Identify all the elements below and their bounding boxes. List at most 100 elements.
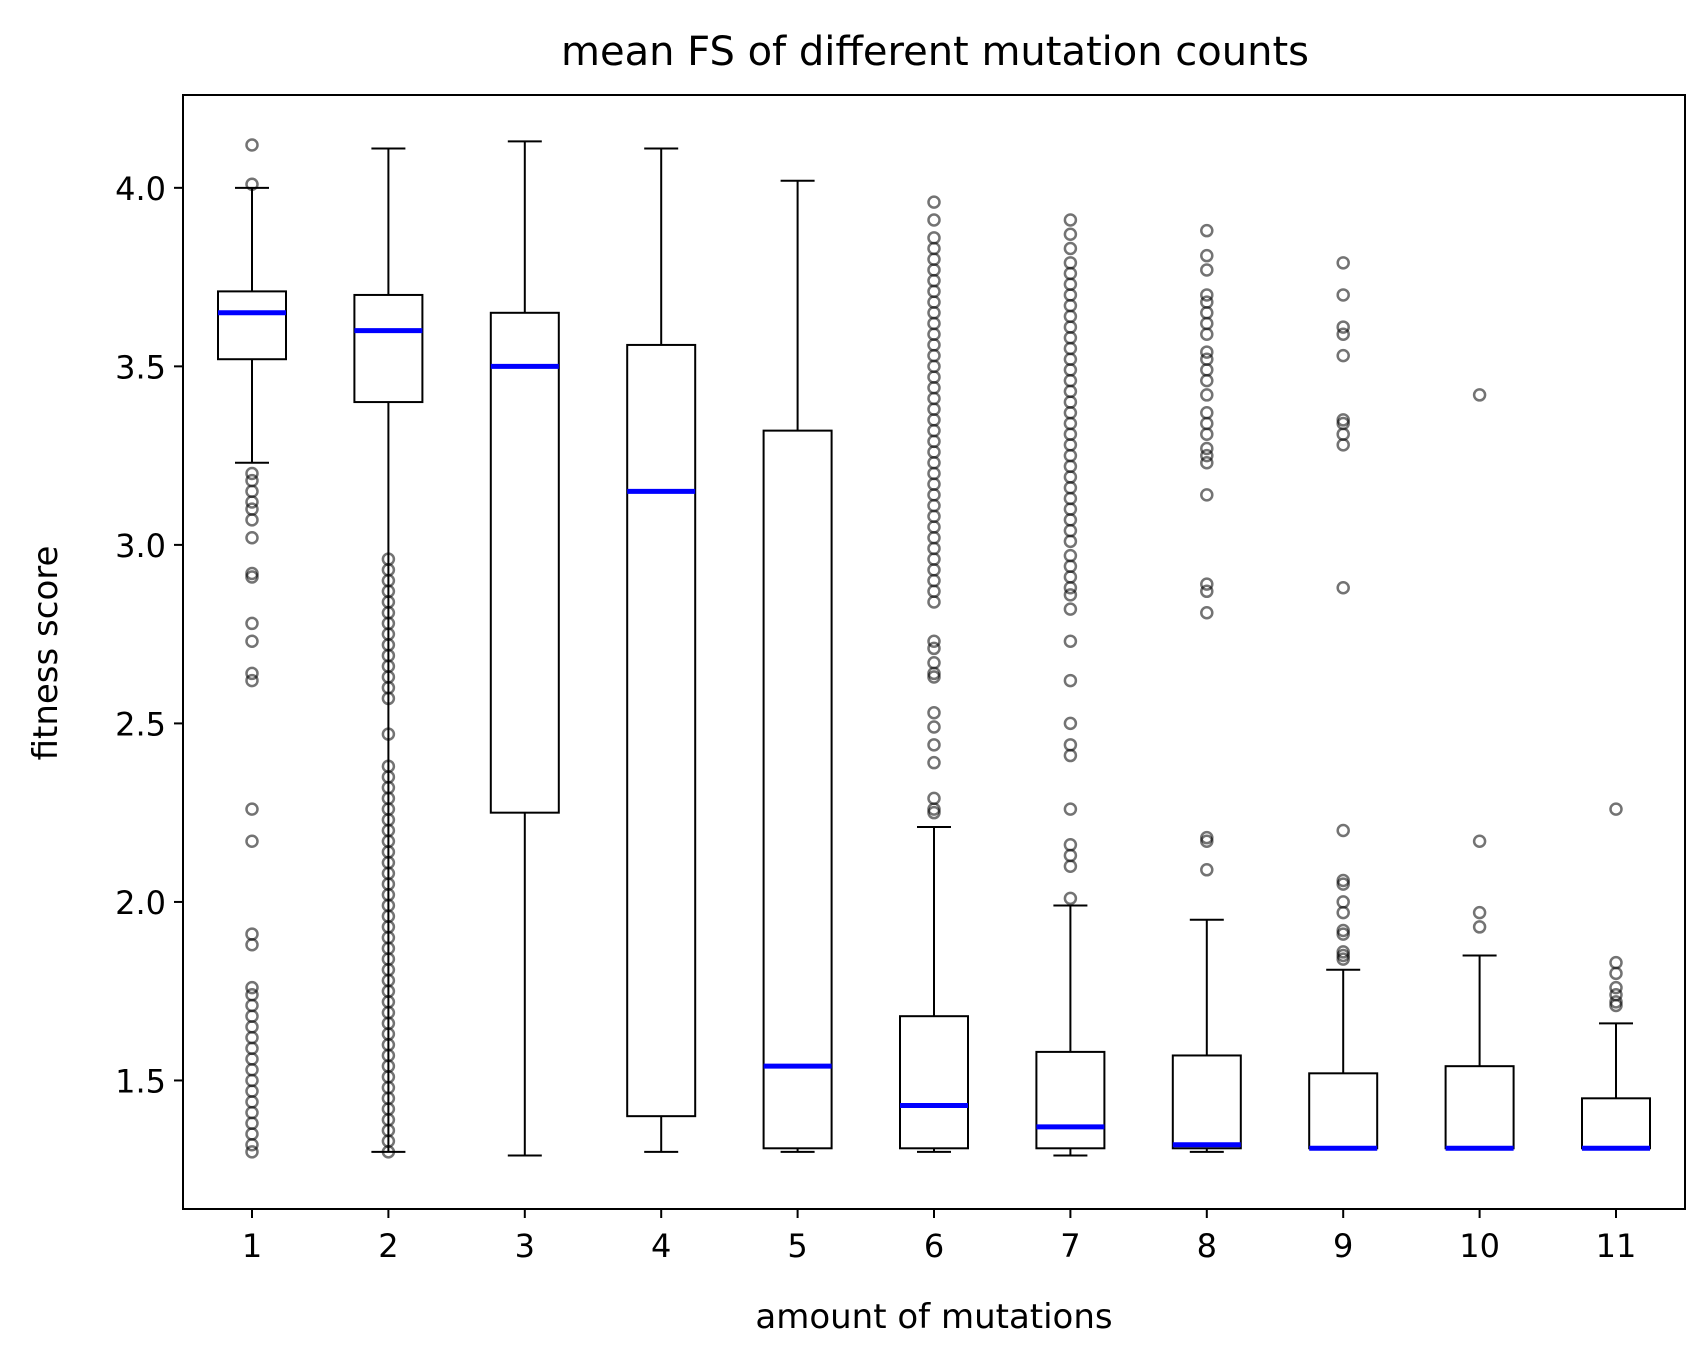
outlier-point <box>1336 438 1350 452</box>
y-tick-label: 2.5 <box>115 705 166 743</box>
outlier-point <box>381 727 396 741</box>
box-iqr <box>1035 1050 1106 1150</box>
outlier-point <box>1063 891 1078 906</box>
box-iqr <box>1581 1097 1651 1150</box>
outlier-point <box>1063 241 1078 256</box>
outlier-point <box>1063 588 1078 602</box>
outlier-point <box>927 641 941 656</box>
x-tick-label: 8 <box>1197 1227 1217 1265</box>
outlier-point <box>1063 580 1078 595</box>
outlier-point <box>1200 248 1214 263</box>
box-iqr <box>1171 1054 1242 1150</box>
outlier-point <box>927 755 941 770</box>
outlier-point <box>1063 602 1078 616</box>
outlier-point <box>245 138 259 152</box>
outlier-point <box>1200 441 1214 456</box>
box-iqr <box>762 429 833 1150</box>
outlier-point <box>1200 373 1214 388</box>
outlier-point <box>1609 802 1623 816</box>
outlier-point <box>1063 802 1078 816</box>
outlier-point <box>1336 320 1350 334</box>
outlier-point <box>1609 980 1623 995</box>
outlier-point <box>245 938 259 952</box>
outlier-point <box>1336 348 1350 363</box>
outlier-point <box>245 177 259 192</box>
outlier-point <box>1336 905 1350 920</box>
outlier-point <box>1336 327 1350 341</box>
outlier-point <box>1336 823 1350 838</box>
outlier-point <box>245 634 259 649</box>
outlier-point <box>1200 388 1214 402</box>
box-iqr <box>626 343 697 1118</box>
outlier-point <box>1200 577 1214 591</box>
y-tick-label: 2.0 <box>115 884 166 922</box>
x-tick-label: 10 <box>1459 1227 1500 1265</box>
outlier-point <box>1200 327 1214 341</box>
outlier-point <box>1200 834 1214 848</box>
outlier-point <box>1063 227 1078 241</box>
outlier-point <box>1200 863 1214 877</box>
outlier-point <box>927 720 941 734</box>
outlier-point <box>1063 716 1078 731</box>
y-tick-label: 4.0 <box>115 170 166 208</box>
outlier-point <box>245 1145 259 1159</box>
x-tick-label: 6 <box>924 1227 944 1265</box>
plot-area: 1.5 2.0 2.5 3.0 3.5 4.0 1 2 3 4 5 6 7 8 9 10 11 <box>115 138 1651 1265</box>
outlier-point <box>1200 605 1214 620</box>
outlier-point <box>927 595 941 609</box>
chart-title: mean FS of different mutation counts <box>561 29 1309 75</box>
outlier-point <box>1336 952 1350 966</box>
outlier-point <box>1472 834 1487 848</box>
outlier-point <box>1609 966 1623 981</box>
x-tick-label: 2 <box>378 1227 398 1265</box>
outlier-point <box>245 834 259 848</box>
outlier-point <box>1200 427 1214 441</box>
outlier-point <box>245 666 259 681</box>
outlier-point <box>1063 748 1078 763</box>
outlier-point <box>245 530 259 545</box>
outlier-point <box>1472 388 1487 402</box>
outlier-point <box>1472 905 1487 920</box>
outlier-point <box>381 1145 396 1159</box>
outlier-point <box>245 1137 259 1152</box>
x-tick-label: 4 <box>651 1227 671 1265</box>
outlier-point <box>1200 288 1214 302</box>
outlier-point <box>1336 288 1350 302</box>
y-tick-label: 3.0 <box>115 527 166 565</box>
x-tick-label: 5 <box>787 1227 807 1265</box>
outlier-point <box>927 670 941 684</box>
x-tick-label: 1 <box>242 1227 262 1265</box>
x-tick-label: 9 <box>1333 1227 1353 1265</box>
x-tick-label: 7 <box>1060 1227 1080 1265</box>
outlier-point <box>245 570 259 584</box>
plot-frame <box>182 94 1686 1210</box>
outlier-point <box>245 466 259 481</box>
box-iqr <box>1444 1065 1515 1150</box>
outlier-point <box>1472 920 1487 934</box>
outlier-point <box>1200 223 1214 238</box>
outlier-point <box>1063 859 1078 873</box>
x-tick-label: 11 <box>1596 1227 1637 1265</box>
outlier-point <box>381 691 396 706</box>
box-iqr <box>353 293 424 404</box>
outlier-point <box>1609 998 1623 1013</box>
outlier-point <box>1063 673 1078 688</box>
outlier-point <box>1200 456 1214 470</box>
y-tick-label: 3.5 <box>115 348 166 386</box>
outlier-point <box>1063 213 1078 227</box>
outlier-point <box>1200 263 1214 277</box>
outlier-point <box>1336 256 1350 270</box>
outlier-point <box>927 805 941 820</box>
outlier-point <box>245 616 259 631</box>
box-iqr <box>217 290 287 361</box>
outlier-point <box>245 495 259 509</box>
outlier-point <box>1200 448 1214 463</box>
outlier-point <box>1063 634 1078 649</box>
outlier-point <box>245 802 259 816</box>
outlier-point <box>927 634 941 649</box>
x-axis-label: amount of mutations <box>755 1297 1112 1337</box>
y-tick-label: 1.5 <box>115 1062 166 1100</box>
outlier-point <box>245 980 259 995</box>
